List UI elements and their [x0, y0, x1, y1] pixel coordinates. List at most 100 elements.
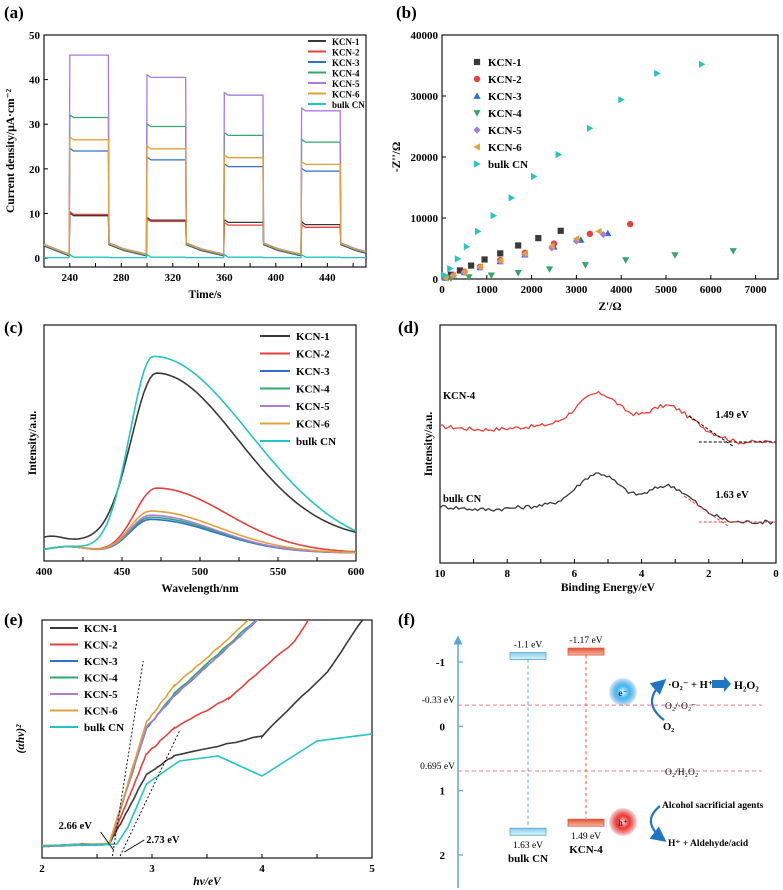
b-point-bulk-CN-marker: [454, 255, 462, 263]
e-legend-label: KCN-2: [84, 640, 118, 652]
b-point-KCN-6-marker: [572, 235, 580, 243]
e-x-tick-label: 4: [259, 863, 265, 875]
e-series-line-KCN-6: [42, 620, 250, 847]
b-point-bulk-CN-marker: [447, 265, 454, 273]
f-valence-band: [567, 818, 605, 827]
b-point-KCN-6-marker: [595, 227, 602, 235]
panel-label-c: (c): [4, 318, 23, 337]
e-x-tick-label: 3: [149, 863, 155, 875]
b-y-tick-label: 30000: [411, 91, 439, 103]
b-point-KCN-4-marker: [545, 266, 554, 273]
b-point-bulk-CN-marker: [463, 243, 471, 251]
a-x-tick-label: 320: [165, 272, 182, 284]
f-oxidation-arrow: [649, 805, 667, 842]
f-cb-label: -1.17 eV: [569, 636, 602, 646]
a-y-tick-label: 50: [29, 30, 41, 42]
b-point-KCN-1-marker: [535, 235, 542, 242]
b-point-KCN-4-marker: [465, 274, 473, 281]
b-x-tick-label: 6000: [700, 284, 723, 296]
b-point-KCN-6-marker: [521, 249, 528, 257]
b-x-tick-label: 5000: [655, 284, 678, 296]
f-material-label: KCN-4: [569, 844, 603, 856]
b-point-KCN-6-marker: [548, 242, 555, 250]
panel-f-band-diagram: -1 0 1 2 -0.33 eV O₂/·O₂⁻ 0.695 eV O₂/H₂O₂ -1.1 …: [420, 635, 764, 888]
b-point-KCN-4-marker: [729, 248, 737, 255]
e-y-axis-label: (αhν)²: [15, 724, 27, 754]
f-axis-tick-label: 2: [440, 850, 446, 862]
panel-label-d: (d): [398, 318, 419, 337]
e-legend-label: KCN-6: [84, 706, 118, 718]
f-conduction-band: [509, 652, 547, 660]
b-point-KCN-4-marker: [622, 257, 630, 264]
a-legend-label: KCN-6: [332, 90, 360, 100]
b-legend-label: KCN-1: [488, 57, 522, 69]
f-conduction-band: [567, 647, 605, 656]
b-point-KCN-1-marker: [497, 250, 504, 257]
b-point-KCN-4-marker: [487, 272, 495, 279]
panel-b-eis-chart: 0 1000 2000 3000 4000 5000 6000 7000 0 10000 20000…: [391, 30, 779, 313]
e-legend-label: KCN-3: [84, 656, 118, 668]
f-hole-label: h⁺: [618, 819, 628, 829]
e-gap-tangent: [119, 730, 180, 857]
b-legend-marker: [473, 92, 481, 99]
b-legend-marker: [473, 143, 480, 151]
a-legend-label: KCN-3: [332, 58, 360, 68]
panel-e-tauc-chart: 2 3 4 5 hν/eV (αhν)² 2.66 eV 2.73 eV KCN-1 KCN-2 K…: [15, 619, 375, 888]
c-series-line-KCN-6: [43, 510, 356, 554]
b-legend-label: bulk CN: [488, 159, 528, 171]
a-x-tick-label: 280: [113, 272, 130, 284]
b-point-KCN-6-marker: [449, 271, 457, 280]
b-legend-marker: [473, 110, 481, 117]
a-x-axis-label: Time/s: [188, 289, 222, 301]
a-series-line-bulk-CN: [44, 253, 366, 259]
e-band-gap-label: 2.66 eV: [59, 821, 93, 832]
b-y-axis-label: -Z''/Ω: [391, 142, 403, 172]
e-legend-label: bulk CN: [84, 722, 124, 734]
f-vb-label: 1.49 eV: [571, 832, 601, 842]
b-point-KCN-1-marker: [456, 267, 464, 274]
b-point-KCN-6-marker: [460, 268, 468, 276]
f-product-arrow: [712, 676, 731, 692]
a-y-tick-label: 40: [29, 75, 41, 87]
b-x-tick-label: 1000: [476, 284, 499, 296]
f-hole-glow: [609, 808, 637, 836]
b-legend-label: KCN-3: [488, 91, 522, 103]
e-legend-label: KCN-5: [84, 689, 118, 701]
a-series-line-KCN-2: [43, 210, 367, 256]
e-band-gap-pointer: [124, 839, 145, 853]
b-x-tick-label: 7000: [745, 284, 768, 296]
b-point-KCN-6-marker: [496, 257, 504, 265]
a-legend-label: bulk CN: [332, 100, 365, 110]
d-series-line-bulk-CN: [439, 472, 774, 525]
b-plot-frame: [441, 34, 779, 280]
b-point-bulk-CN-marker: [555, 151, 563, 159]
panel-d-xps-chart: 10 8 6 4 2 0 Binding Energy/eV Intensity/a.u. KC…: [423, 324, 779, 594]
a-y-tick-label: 10: [29, 208, 41, 220]
b-point-KCN-6-marker: [476, 263, 483, 271]
b-y-tick-label: 0: [433, 274, 439, 286]
f-axis-tick-label: -1: [436, 657, 445, 669]
f-axis-tick-label: 0: [440, 721, 446, 733]
c-legend-label: KCN-6: [296, 419, 330, 431]
f-cb-label: -1.1 eV: [514, 641, 543, 651]
b-point-KCN-2-marker: [626, 220, 634, 228]
b-point-bulk-CN-marker: [508, 194, 515, 202]
f-redox-couple-label: O₂/H₂O₂: [665, 768, 698, 778]
f-redox-couple-label: O₂/·O₂⁻: [665, 702, 696, 712]
b-point-KCN-4-marker: [581, 262, 589, 269]
c-legend-label: KCN-1: [296, 331, 330, 343]
a-x-tick-label: 360: [216, 272, 233, 284]
panel-label-f: (f): [398, 610, 415, 629]
b-point-KCN-1-marker: [557, 227, 564, 234]
f-superoxide-label: ·O₂⁻ + H⁺: [668, 680, 713, 691]
a-x-tick-label: 240: [62, 272, 79, 284]
d-plot-frame: [439, 324, 777, 564]
b-x-tick-label: 2000: [521, 284, 544, 296]
a-legend-label: KCN-5: [332, 79, 360, 89]
b-point-bulk-CN-marker: [490, 212, 498, 220]
f-valence-band: [509, 827, 547, 836]
b-legend-marker: [473, 75, 481, 83]
b-point-bulk-CN-marker: [441, 271, 449, 279]
b-point-bulk-CN-marker: [587, 124, 594, 132]
b-legend-label: KCN-2: [488, 74, 522, 86]
